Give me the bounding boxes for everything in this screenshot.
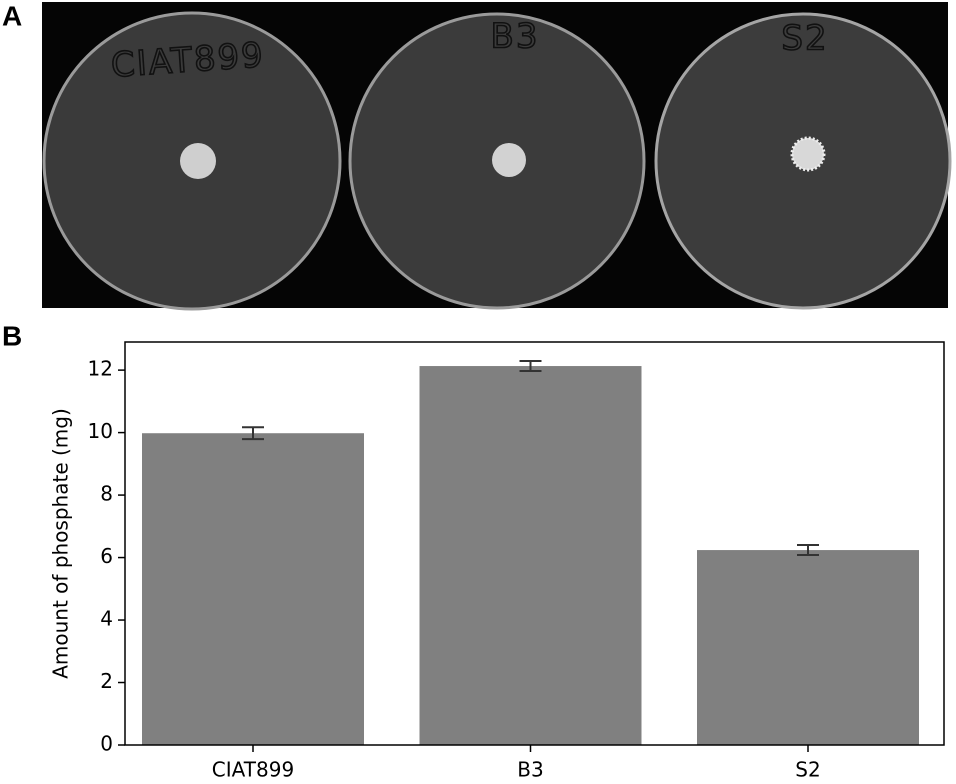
y-tick-label: 2 bbox=[100, 669, 113, 693]
colony bbox=[790, 136, 826, 172]
y-tick-label: 6 bbox=[100, 544, 113, 568]
colony bbox=[492, 143, 526, 177]
y-tick-label: 12 bbox=[88, 357, 113, 381]
bar bbox=[697, 550, 919, 745]
colony bbox=[180, 143, 216, 179]
bar bbox=[142, 433, 364, 745]
plate-label: B3 bbox=[491, 17, 540, 57]
y-tick-label: 8 bbox=[100, 482, 113, 506]
y-axis-label: Amount of phosphate (mg) bbox=[49, 408, 73, 679]
panel-label: B bbox=[2, 320, 22, 351]
y-tick-label: 10 bbox=[88, 419, 113, 443]
x-tick-label: B3 bbox=[517, 758, 543, 782]
panel-label: A bbox=[2, 0, 22, 31]
plate-photo bbox=[42, 2, 952, 311]
plot-frame bbox=[124, 341, 945, 746]
plate-label: S2 bbox=[781, 19, 828, 59]
y-tick-label: 0 bbox=[100, 732, 113, 756]
x-tick-label: CIAT899 bbox=[212, 758, 294, 782]
y-tick-label: 4 bbox=[100, 607, 113, 631]
bar bbox=[419, 366, 642, 745]
x-tick-label: S2 bbox=[795, 758, 820, 782]
